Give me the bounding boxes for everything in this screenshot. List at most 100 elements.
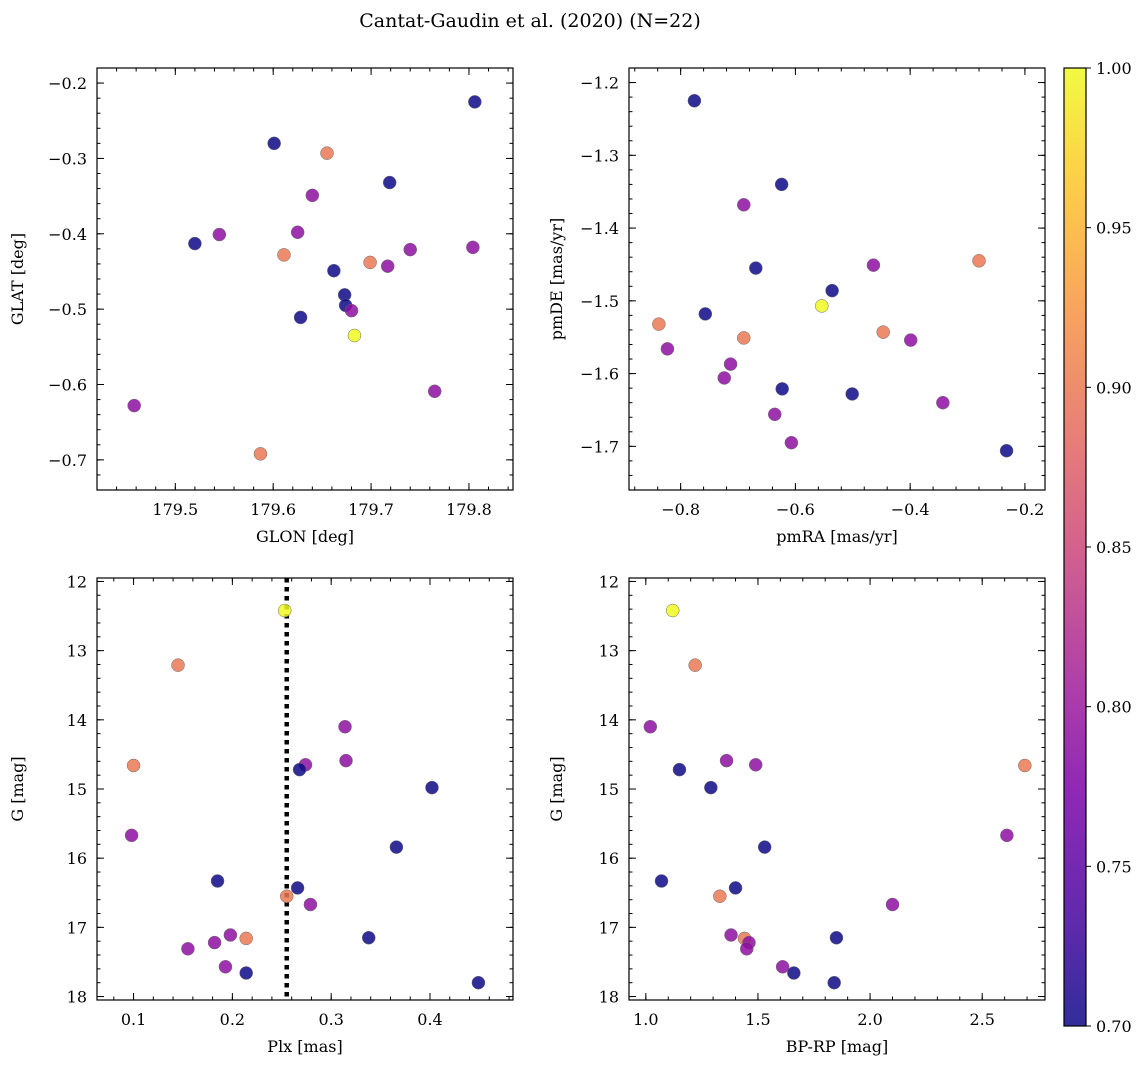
figure-title: Cantat-Gaudin et al. (2020) (N=22) xyxy=(359,10,701,32)
scatter-point xyxy=(672,762,687,777)
scatter-point xyxy=(903,333,918,347)
x-axis-label: pmRA [mas/yr] xyxy=(776,527,898,546)
x-tick-label: −0.2 xyxy=(1005,500,1044,519)
scatter-point xyxy=(277,248,291,262)
scatter-points xyxy=(124,603,486,990)
scatter-point xyxy=(363,255,377,270)
scatter-point xyxy=(127,398,141,413)
scatter-point xyxy=(320,146,334,160)
y-axis-label: G [mag] xyxy=(8,756,27,821)
scatter-point xyxy=(936,395,950,410)
scatter-point xyxy=(293,310,308,325)
x-axis-label: GLON [deg] xyxy=(256,527,354,546)
scatter-point xyxy=(774,177,789,192)
scatter-point xyxy=(660,342,675,356)
scatter-panel-bottom-left: 0.1 0.2 0.3 0.4 12 13 14 15 16 17 18 Plx [mas] G [ma… xyxy=(8,572,514,1056)
y-tick-label: −0.3 xyxy=(48,149,87,168)
scatter-point xyxy=(704,780,718,795)
colorbar-tick-label: 0.80 xyxy=(1096,698,1132,717)
scatter-point xyxy=(303,897,318,912)
y-tick-label: 18 xyxy=(599,988,619,1007)
y-axis-label: GLAT [deg] xyxy=(8,233,27,325)
y-tick-label: −1.6 xyxy=(580,365,619,384)
scatter-point xyxy=(361,930,376,945)
scatter-point xyxy=(784,435,799,450)
scatter-point xyxy=(876,325,890,339)
scatter-point xyxy=(389,840,404,854)
axis-ticks xyxy=(629,578,1045,1000)
scatter-points xyxy=(643,603,1032,990)
scatter-point xyxy=(212,227,227,242)
colorbar: 0.70 0.75 0.80 0.85 0.90 0.95 1.00 xyxy=(1063,59,1132,1036)
y-tick-label: −1.7 xyxy=(580,437,619,456)
x-axis-label: BP-RP [mag] xyxy=(786,1037,888,1056)
scatter-point xyxy=(866,258,881,272)
scatter-point xyxy=(999,443,1014,458)
scatter-point xyxy=(1018,758,1032,773)
scatter-point xyxy=(380,259,395,273)
x-axis-label: Plx [mas] xyxy=(267,1037,342,1056)
y-tick-label: 15 xyxy=(599,780,619,799)
scatter-point xyxy=(124,828,139,843)
x-tick-label: −0.6 xyxy=(776,500,815,519)
y-tick-label: 17 xyxy=(599,918,619,937)
scatter-point xyxy=(687,93,702,108)
scatter-point xyxy=(126,758,141,773)
axis-ticks xyxy=(629,67,1045,491)
scatter-point xyxy=(767,407,782,422)
x-tick-label: −0.8 xyxy=(661,500,700,519)
scatter-point xyxy=(757,840,772,854)
y-tick-label: −1.2 xyxy=(580,74,619,93)
x-tick-label: 2.5 xyxy=(969,1010,994,1029)
colorbar-tick-label: 0.90 xyxy=(1096,378,1132,397)
y-axis-label: G [mag] xyxy=(547,756,566,821)
scatter-panels: 179.5 179.6 179.7 179.8 −0.2 −0.3 −0.4 −0.5 −0.6… xyxy=(8,67,1046,1056)
scatter-point xyxy=(652,317,666,331)
scatter-point xyxy=(1000,828,1014,843)
scatter-point xyxy=(748,758,763,772)
scatter-panel-top-left: 179.5 179.6 179.7 179.8 −0.2 −0.3 −0.4 −0.5 −0.6… xyxy=(8,67,514,546)
axis-ticks xyxy=(97,67,513,491)
y-tick-label: −0.4 xyxy=(48,225,87,244)
y-tick-label: 15 xyxy=(67,780,87,799)
x-tick-label: 179.6 xyxy=(250,500,296,519)
scatter-point xyxy=(972,254,986,268)
scatter-point xyxy=(327,263,341,278)
scatter-point xyxy=(267,136,281,151)
colorbar-tick-label: 0.70 xyxy=(1096,1017,1132,1036)
y-tick-label: 16 xyxy=(67,849,87,868)
scatter-point xyxy=(698,307,713,321)
y-tick-label: −0.5 xyxy=(48,300,87,319)
scatter-point xyxy=(344,303,359,318)
x-tick-label: 0.2 xyxy=(220,1010,245,1029)
y-tick-label: 12 xyxy=(599,572,619,591)
scatter-point xyxy=(825,283,839,298)
scatter-point xyxy=(654,874,669,888)
colorbar-bar xyxy=(1063,67,1087,1027)
y-tick-label: 14 xyxy=(599,711,619,730)
x-tick-label: 179.5 xyxy=(152,500,198,519)
scatter-point xyxy=(210,874,225,888)
scatter-point xyxy=(218,960,233,974)
scatter-point xyxy=(739,942,754,956)
scatter-point xyxy=(717,371,731,385)
y-tick-label: 12 xyxy=(67,572,87,591)
scatter-points xyxy=(127,95,482,461)
scatter-point xyxy=(827,975,841,990)
scatter-point xyxy=(290,225,305,240)
scatter-point xyxy=(719,753,734,768)
scatter-point xyxy=(815,299,829,313)
scatter-point xyxy=(468,95,482,109)
scatter-point xyxy=(775,382,789,396)
x-tick-label: 1.0 xyxy=(633,1010,658,1029)
y-tick-label: −1.4 xyxy=(580,219,619,238)
x-tick-label: −0.4 xyxy=(891,500,930,519)
y-tick-label: 17 xyxy=(67,918,87,937)
y-tick-label: 14 xyxy=(67,711,87,730)
y-tick-label: −0.6 xyxy=(48,376,87,395)
scatter-point xyxy=(338,719,352,734)
scatter-point xyxy=(181,942,195,956)
colorbar-tick-label: 0.85 xyxy=(1096,538,1132,557)
scatter-point xyxy=(713,889,727,903)
